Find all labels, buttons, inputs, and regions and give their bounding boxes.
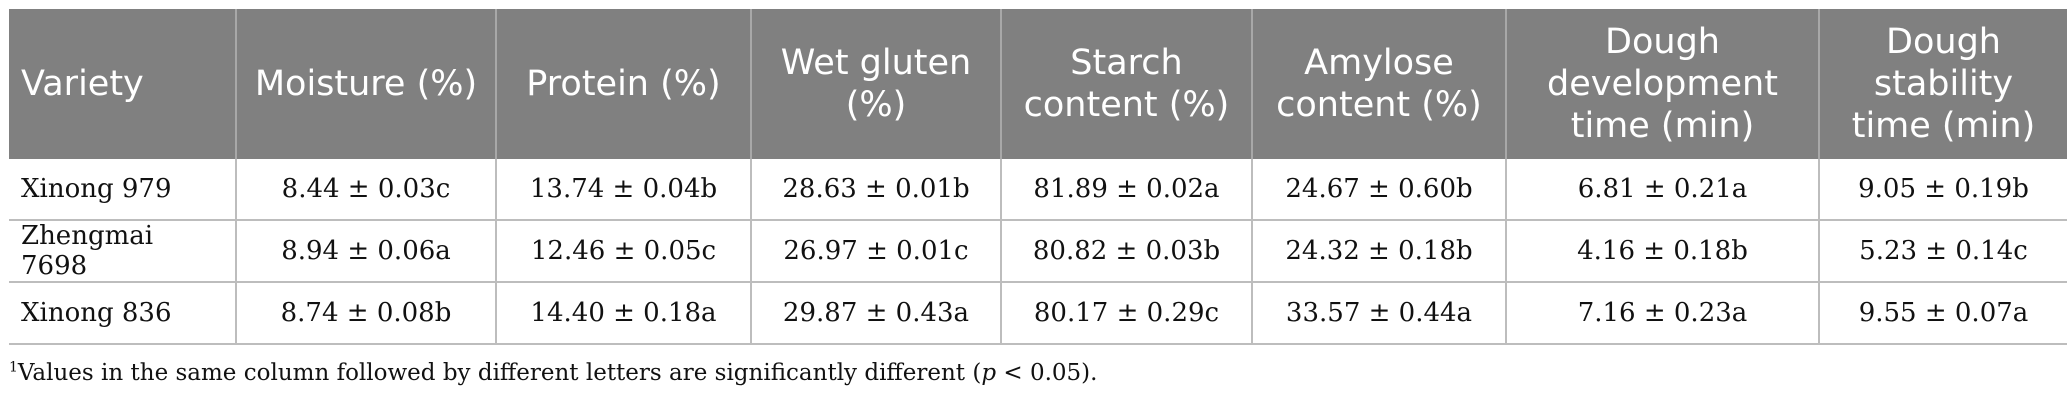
column-header-dough-development-time: Dough development time (min) [1506,9,1820,159]
column-header-starch-content: Starch content (%) [1001,9,1253,159]
moisture-cell: 8.94 ± 0.06a [236,220,497,283]
footnote-marker: 1 [9,359,18,376]
protein-cell: 13.74 ± 0.04b [496,159,752,221]
starch-content-cell: 81.89 ± 0.02a [1001,159,1253,221]
amylose-content-cell: 24.32 ± 0.18b [1252,220,1507,283]
protein-cell: 14.40 ± 0.18a [496,282,752,345]
footnote-text-before: Values in the same column followed by di… [17,360,982,386]
moisture-cell: 8.44 ± 0.03c [236,159,497,221]
column-header-protein: Protein (%) [496,9,752,159]
table-row: Xinong 979 8.44 ± 0.03c 13.74 ± 0.04b 28… [9,159,2067,221]
wet-gluten-cell: 26.97 ± 0.01c [751,220,1002,283]
column-header-variety: Variety [9,9,237,159]
dough-development-time-cell: 7.16 ± 0.23a [1506,282,1820,345]
footnote-p-symbol: p [981,360,997,386]
starch-content-cell: 80.17 ± 0.29c [1001,282,1253,345]
dough-stability-time-cell: 5.23 ± 0.14c [1819,220,2067,283]
variety-cell: Xinong 979 [9,159,237,221]
wet-gluten-cell: 29.87 ± 0.43a [751,282,1002,345]
table-footnote: 1Values in the same column followed by d… [9,360,1097,386]
moisture-cell: 8.74 ± 0.08b [236,282,497,345]
column-header-wet-gluten: Wet gluten (%) [751,9,1002,159]
table-row: Xinong 836 8.74 ± 0.08b 14.40 ± 0.18a 29… [9,282,2067,345]
variety-cell: Zhengmai 7698 [9,220,237,283]
variety-cell: Xinong 836 [9,282,237,345]
amylose-content-cell: 24.67 ± 0.60b [1252,159,1507,221]
dough-development-time-cell: 4.16 ± 0.18b [1506,220,1820,283]
column-header-amylose-content: Amylose content (%) [1252,9,1507,159]
table-row: Zhengmai 7698 8.94 ± 0.06a 12.46 ± 0.05c… [9,220,2067,283]
data-table: Variety Moisture (%) Protein (%) Wet glu… [9,9,2067,345]
dough-development-time-cell: 6.81 ± 0.21a [1506,159,1820,221]
column-header-moisture: Moisture (%) [236,9,497,159]
wet-gluten-cell: 28.63 ± 0.01b [751,159,1002,221]
dough-stability-time-cell: 9.05 ± 0.19b [1819,159,2067,221]
dough-stability-time-cell: 9.55 ± 0.07a [1819,282,2067,345]
column-header-dough-stability-time: Dough stability time (min) [1819,9,2067,159]
footnote-text-after: < 0.05). [996,360,1098,386]
starch-content-cell: 80.82 ± 0.03b [1001,220,1253,283]
header-row: Variety Moisture (%) Protein (%) Wet glu… [9,9,2067,159]
protein-cell: 12.46 ± 0.05c [496,220,752,283]
table-container: Variety Moisture (%) Protein (%) Wet glu… [9,9,2067,345]
amylose-content-cell: 33.57 ± 0.44a [1252,282,1507,345]
